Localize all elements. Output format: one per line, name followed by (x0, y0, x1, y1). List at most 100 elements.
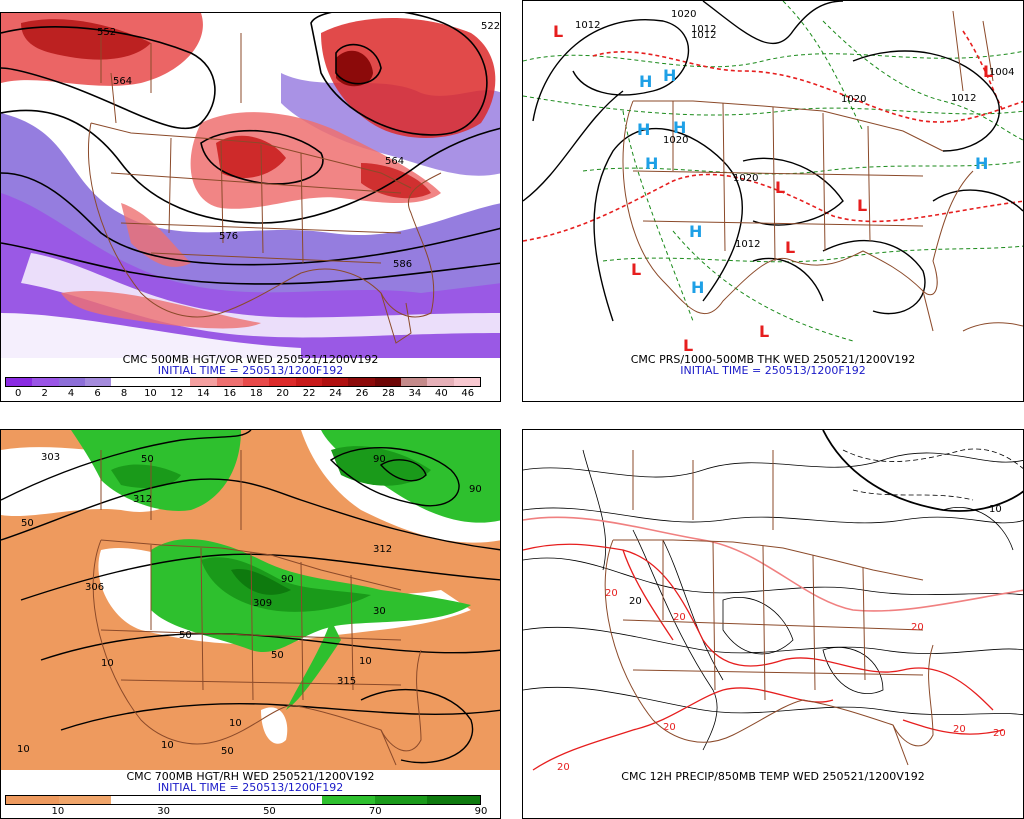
rh-label: 50 (21, 518, 34, 529)
low-pressure-symbol: L (775, 178, 785, 197)
scale-label: 10 (51, 806, 65, 817)
high-pressure-symbol: H (637, 120, 650, 139)
panel-caption: CMC PRS/1000-500MB THK WED 250521/1200V1… (630, 353, 916, 366)
map-700mb-rh: 10 50 50 90 90 50 10 10 50 90 30 10 10 5… (1, 430, 500, 770)
scale-swatch (295, 378, 322, 386)
scale-swatch (242, 378, 270, 386)
scale-swatch (348, 378, 375, 386)
scale-swatch (111, 378, 138, 386)
low-pressure-symbol: L (683, 336, 693, 355)
panel-caption: CMC 12H PRECIP/850MB TEMP WED 250521/120… (621, 770, 925, 783)
isobar-label: 1020 (663, 135, 688, 146)
low-pressure-symbol: L (983, 62, 993, 81)
high-pressure-symbol: H (689, 222, 702, 241)
scale-label: 24 (329, 388, 342, 399)
isobar-label: 1020 (733, 173, 758, 184)
temp-label: 20 (953, 724, 966, 735)
high-pressure-symbol: H (975, 154, 988, 173)
panel-caption: CMC 700MB HGT/RH WED 250521/1200V192 (126, 770, 375, 783)
isobar-label: 1020 (671, 9, 696, 20)
rh-label: 90 (469, 484, 482, 495)
vorticity-color-scale: 0 2 4 6 8 10 12 14 16 18 20 22 24 26 28 34 40 46 (5, 377, 481, 399)
scale-swatch (216, 796, 270, 804)
temp-label: 20 (673, 612, 686, 623)
initial-time: INITIAL TIME = 250513/1200F192 (680, 364, 866, 377)
scale-label: 22 (302, 388, 316, 399)
scale-label: 10 (144, 388, 157, 399)
scale-label: 18 (249, 388, 263, 399)
high-pressure-symbol: H (673, 118, 686, 137)
panel-pressure-thickness: 1012 1020 1012 1020 1020 1012 1012 1012 … (522, 0, 1024, 402)
scale-swatch (58, 378, 85, 386)
contour-label: 309 (253, 598, 272, 609)
scale-label: 28 (382, 388, 395, 399)
contour-label: 312 (133, 494, 152, 505)
rh-label: 50 (271, 650, 284, 661)
high-pressure-symbol: H (645, 154, 658, 173)
temp-label: 20 (993, 728, 1006, 739)
contour-label: 564 (113, 76, 132, 87)
scale-swatch (269, 796, 323, 804)
scale-label: 50 (263, 806, 276, 817)
rh-label: 10 (229, 718, 242, 729)
contour-label: 586 (393, 259, 412, 270)
contour-label: 306 (85, 582, 104, 593)
high-pressure-symbol: H (663, 66, 676, 85)
low-pressure-symbol: L (553, 22, 563, 41)
scale-swatch (453, 378, 480, 386)
rh-label: 30 (373, 606, 386, 617)
scale-swatch (32, 378, 59, 386)
scale-swatch (427, 378, 454, 386)
map-500mb-vorticity: 552 564 564 576 586 522 (1, 13, 500, 358)
scale-label: 90 (474, 806, 488, 817)
rh-label: 10 (17, 744, 30, 755)
scale-swatch (374, 796, 428, 804)
scale-label: 46 (461, 388, 475, 399)
high-pressure-symbol: H (691, 278, 704, 297)
rh-color-scale: 10 30 50 70 90 (5, 795, 487, 817)
rh-label: 10 (161, 740, 174, 751)
low-pressure-symbol: L (759, 322, 769, 341)
panel-700mb-rh: 10 50 50 90 90 50 10 10 50 90 30 10 10 5… (0, 429, 501, 819)
low-pressure-symbol: L (857, 196, 867, 215)
scale-swatch (321, 378, 349, 386)
scale-label: 2 (41, 388, 48, 399)
scale-swatch (164, 796, 217, 804)
temp-label: 20 (663, 722, 676, 733)
scale-swatch (58, 796, 112, 804)
isobar-label: 1012 (951, 93, 976, 104)
scale-swatch (163, 378, 191, 386)
scale-swatch (111, 796, 165, 804)
low-pressure-symbol: L (785, 238, 795, 257)
scale-label: 8 (120, 388, 128, 399)
scale-swatch (137, 378, 164, 386)
isobar-label: 1004 (989, 67, 1014, 78)
temp-label: 20 (557, 762, 570, 773)
isobar-label: 1020 (841, 94, 866, 105)
rh-label: 10 (359, 656, 372, 667)
map-precip-850temp: 20 20 20 20 20 20 20 10 20 (523, 430, 1023, 775)
scale-label: 14 (196, 388, 210, 399)
scale-swatch (6, 378, 33, 386)
scale-swatch (269, 378, 296, 386)
scale-label: 40 (434, 388, 448, 399)
scale-label: 26 (355, 388, 369, 399)
panel-caption: CMC 500MB HGT/VOR WED 250521/1200V192 (122, 353, 379, 366)
rh-label: 50 (179, 630, 192, 641)
scale-label: 6 (94, 388, 101, 399)
temp-label: 20 (911, 622, 924, 633)
initial-time: INITIAL TIME = 250513/1200F192 (157, 364, 344, 377)
low-pressure-symbol: L (631, 260, 641, 279)
scale-swatch (84, 378, 112, 386)
contour-label: 576 (219, 231, 238, 242)
scale-label: 12 (170, 388, 184, 399)
rh-label: 50 (221, 746, 234, 757)
map-pressure-thickness: 1012 1020 1012 1020 1020 1012 1012 1012 … (523, 1, 1023, 356)
scale-label: 0 (15, 388, 22, 399)
contour-label: 315 (337, 676, 356, 687)
scale-swatch (374, 378, 401, 386)
scale-label: 16 (223, 388, 237, 399)
scale-label: 20 (276, 388, 290, 399)
scale-label: 70 (368, 806, 382, 817)
contour-label: 303 (41, 452, 60, 463)
